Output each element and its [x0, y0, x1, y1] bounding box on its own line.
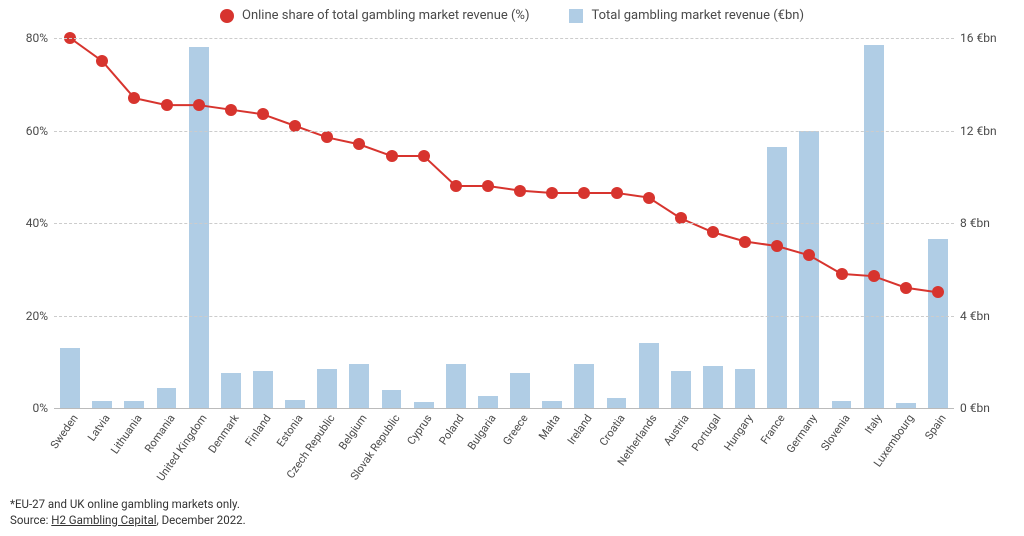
bar — [92, 401, 112, 408]
x-axis-labels: SwedenLatviaLithuaniaRomaniaUnited Kingd… — [54, 412, 954, 502]
x-axis-label: Lithuania — [109, 412, 145, 456]
source-link: H2 Gambling Capital — [51, 513, 156, 527]
bar — [607, 398, 627, 408]
bar — [542, 401, 562, 408]
x-axis-label: Malta — [536, 412, 563, 442]
x-axis-label: Finland — [242, 412, 273, 449]
legend-bar: Total gambling market revenue (€bn) — [569, 8, 804, 23]
bar — [317, 369, 337, 408]
bar — [799, 131, 819, 409]
bar — [253, 371, 273, 408]
bar — [382, 390, 402, 409]
bar — [124, 401, 144, 408]
y-right-tick: 16 €bn — [960, 31, 997, 45]
x-axis-label: Portugal — [689, 412, 724, 454]
legend-line-dot — [220, 9, 234, 23]
bar — [60, 348, 80, 408]
bar — [832, 401, 852, 408]
y-left-tick: 80% — [26, 31, 48, 45]
bar — [928, 239, 948, 408]
legend: Online share of total gambling market re… — [0, 8, 1024, 23]
legend-bar-swatch — [569, 9, 583, 23]
bar — [639, 343, 659, 408]
gridline — [54, 223, 954, 224]
bar — [864, 45, 884, 408]
x-axis-label: Cyprus — [404, 412, 434, 447]
bar — [189, 47, 209, 408]
bar — [221, 373, 241, 408]
y-left-tick: 40% — [26, 216, 48, 230]
x-axis-label: Greece — [500, 412, 530, 448]
y-right-tick: 0 €bn — [960, 401, 990, 415]
legend-line: Online share of total gambling market re… — [220, 8, 529, 23]
y-right-tick: 12 €bn — [960, 124, 997, 138]
x-axis-label: Sweden — [48, 412, 81, 451]
gridline — [54, 408, 954, 409]
bar — [349, 364, 369, 408]
gridline — [54, 131, 954, 132]
bar — [510, 373, 530, 408]
chart-area: 0%20%40%60%80%0 €bn4 €bn8 €bn12 €bn16 €b… — [54, 38, 954, 408]
x-axis-label: Croatia — [596, 412, 627, 448]
bar — [671, 371, 691, 408]
legend-bar-label: Total gambling market revenue (€bn) — [591, 8, 804, 23]
x-axis-label: Poland — [436, 412, 466, 447]
y-right-tick: 4 €bn — [960, 309, 990, 323]
x-axis-label: Spain — [922, 412, 948, 442]
y-left-tick: 20% — [26, 309, 48, 323]
source-line: Source: H2 Gambling Capital, December 20… — [10, 512, 246, 528]
bar — [574, 364, 594, 408]
x-axis-label: Italy — [862, 412, 884, 436]
bar — [735, 369, 755, 408]
footnote: *EU-27 and UK online gambling markets on… — [10, 496, 246, 512]
bar — [285, 400, 305, 408]
footer-notes: *EU-27 and UK online gambling markets on… — [10, 496, 246, 528]
bar — [157, 388, 177, 408]
x-axis-label: Germany — [784, 412, 820, 455]
x-axis-label: Hungary — [721, 412, 755, 453]
bar — [478, 396, 498, 408]
x-axis-label: Belgium — [336, 412, 370, 452]
x-axis-label: Denmark — [206, 412, 242, 456]
x-axis-label: Bulgaria — [465, 412, 499, 452]
y-left-tick: 60% — [26, 124, 48, 138]
bar — [703, 366, 723, 408]
bar — [446, 364, 466, 408]
x-axis-label: Estonia — [274, 412, 306, 449]
source-suffix: , December 2022. — [157, 513, 246, 527]
gridline — [54, 316, 954, 317]
y-left-tick: 0% — [32, 401, 48, 415]
x-axis-label: France — [758, 412, 788, 447]
x-axis-label: Slovenia — [818, 412, 852, 453]
source-prefix: Source: — [10, 513, 51, 527]
gridline — [54, 38, 954, 39]
x-axis-label: Ireland — [565, 412, 595, 447]
x-axis-label: Latvia — [85, 412, 113, 444]
legend-line-label: Online share of total gambling market re… — [242, 8, 529, 23]
y-right-tick: 8 €bn — [960, 216, 990, 230]
x-axis-label: Austria — [661, 412, 692, 448]
bar — [767, 147, 787, 408]
